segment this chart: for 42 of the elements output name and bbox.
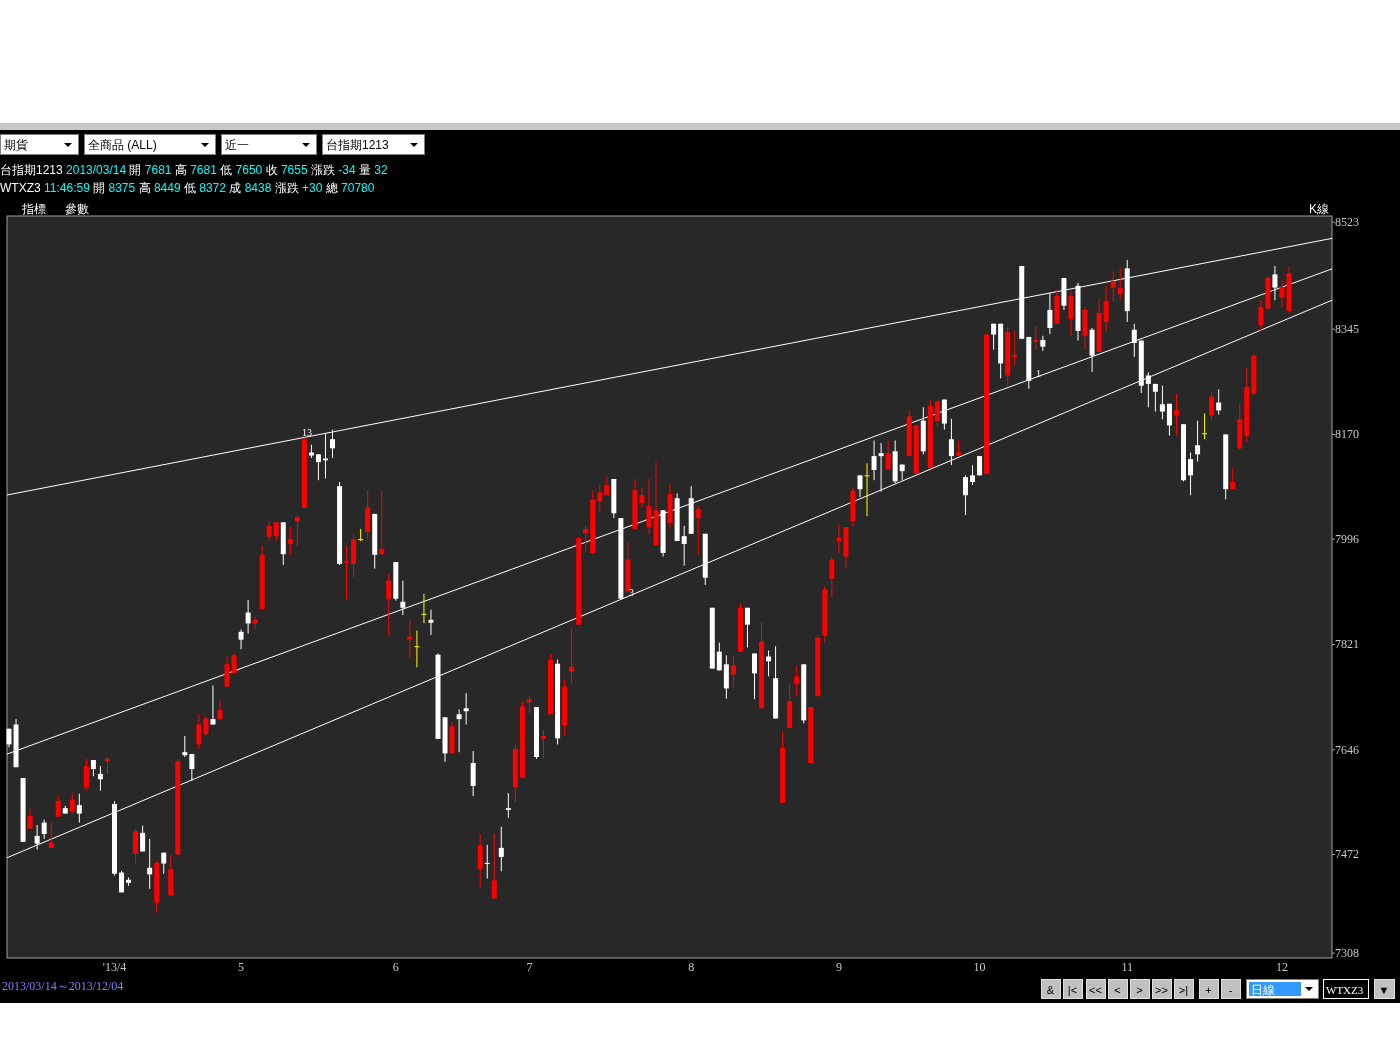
dropdown: 期貨 bbox=[0, 134, 79, 155]
button: ▼ bbox=[1374, 979, 1395, 999]
annotation: 3 bbox=[629, 587, 634, 598]
text: 2013/03/14～2013/12/04 bbox=[2, 979, 124, 993]
button: << bbox=[1086, 979, 1106, 999]
x-tick-label: 5 bbox=[238, 960, 245, 974]
x-tick-label: 10 bbox=[973, 960, 986, 974]
text: WTXZ3 bbox=[1326, 984, 1364, 996]
y-tick-label: 7308 bbox=[1335, 946, 1359, 961]
y-tick-label: 8345 bbox=[1335, 322, 1359, 337]
y-tick-label: 8523 bbox=[1335, 215, 1359, 230]
text: 參數 bbox=[65, 202, 89, 216]
x-tick-label: '13/4 bbox=[102, 960, 127, 974]
dropdown: 近一 bbox=[221, 134, 317, 155]
x-tick-label: 8 bbox=[688, 960, 695, 974]
button: > bbox=[1130, 979, 1150, 999]
dropdown: 台指期1213 bbox=[322, 134, 425, 155]
button: >| bbox=[1174, 979, 1194, 999]
dropdown: 全商品 (ALL) bbox=[84, 134, 216, 155]
select: 日線 bbox=[1246, 979, 1319, 999]
button: & bbox=[1041, 979, 1061, 999]
text: 台指期1213 2013/03/14 開 7681 高 7681 低 7650 收 7655 漲跌 -34 量 32 bbox=[0, 163, 388, 177]
x-tick-label: 9 bbox=[835, 960, 842, 974]
button: < bbox=[1108, 979, 1128, 999]
x-tick-label: 11 bbox=[1121, 960, 1134, 974]
button: >> bbox=[1152, 979, 1172, 999]
y-tick-label: 7821 bbox=[1335, 637, 1359, 652]
y-tick-label: 8170 bbox=[1335, 427, 1359, 442]
text: K線 bbox=[1309, 202, 1330, 216]
text: 指標 bbox=[21, 202, 46, 216]
button: + bbox=[1199, 979, 1219, 999]
annotation: 13 bbox=[302, 427, 312, 438]
x-tick-label: 6 bbox=[392, 960, 399, 974]
button: - bbox=[1221, 979, 1241, 999]
button: |< bbox=[1063, 979, 1083, 999]
annotation: 1 bbox=[1036, 368, 1041, 379]
y-tick-label: 7472 bbox=[1335, 847, 1359, 862]
y-tick-label: 7646 bbox=[1335, 742, 1359, 757]
text: WTXZ3 11:46:59 開 8375 高 8449 低 8372 成 8438 漲跌 +30 總 70780 bbox=[0, 181, 375, 195]
y-tick-label: 7996 bbox=[1335, 532, 1359, 547]
x-tick-label: 12 bbox=[1275, 960, 1288, 974]
x-tick-label: 7 bbox=[526, 960, 533, 974]
